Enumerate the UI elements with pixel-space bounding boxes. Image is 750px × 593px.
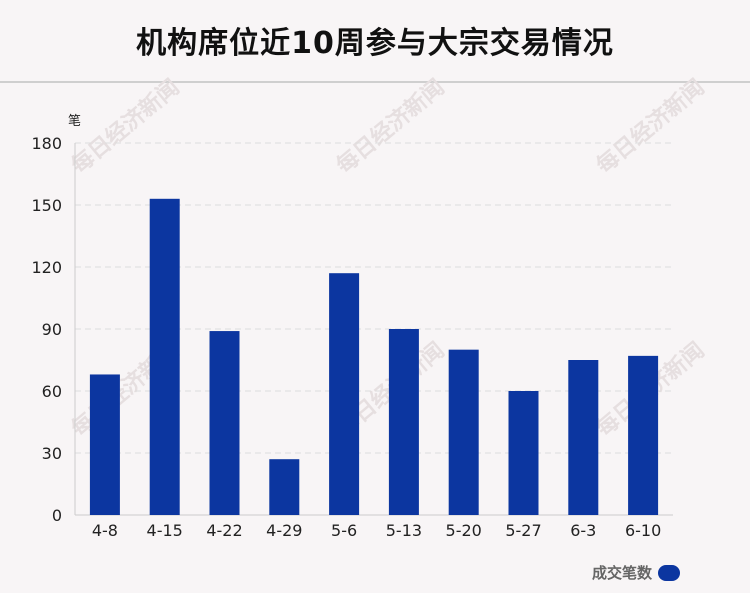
- bar: [628, 355, 659, 515]
- bar: [388, 329, 419, 515]
- legend-swatch: [658, 564, 681, 581]
- watermark-text: 每日经济新闻: [332, 74, 450, 179]
- bar: [269, 459, 300, 515]
- legend: 成交笔数: [592, 562, 681, 583]
- bar: [329, 273, 360, 515]
- x-tick-label: 5-27: [505, 521, 541, 540]
- bar: [149, 198, 180, 516]
- y-axis-unit: 笔: [68, 113, 81, 129]
- y-tick-label: 60: [42, 382, 62, 401]
- y-tick-label: 0: [52, 506, 62, 525]
- y-tick-label: 90: [42, 320, 62, 339]
- x-tick-label: 4-15: [147, 521, 183, 540]
- bar: [89, 374, 120, 515]
- y-tick-label: 180: [31, 134, 62, 153]
- bar: [209, 331, 240, 515]
- x-tick-label: 4-8: [92, 521, 118, 540]
- x-tick-label: 4-29: [266, 521, 302, 540]
- x-tick-label: 5-13: [386, 521, 422, 540]
- chart-title: 机构席位近10周参与大宗交易情况: [136, 26, 614, 61]
- bar: [448, 349, 479, 515]
- legend-label: 成交笔数: [592, 564, 653, 582]
- x-tick-label: 4-22: [206, 521, 242, 540]
- watermark-text: 每日经济新闻: [592, 74, 710, 179]
- y-tick-label: 150: [31, 196, 62, 215]
- x-tick-label: 5-20: [446, 521, 482, 540]
- x-tick-label: 5-6: [331, 521, 357, 540]
- y-tick-label: 120: [31, 258, 62, 277]
- x-tick-label: 6-10: [625, 521, 661, 540]
- bar: [508, 391, 539, 515]
- bar: [568, 360, 599, 515]
- title-divider: [0, 81, 750, 83]
- x-tick-label: 6-3: [570, 521, 596, 540]
- watermark-text: 每日经济新闻: [67, 74, 185, 179]
- y-tick-label: 30: [42, 444, 62, 463]
